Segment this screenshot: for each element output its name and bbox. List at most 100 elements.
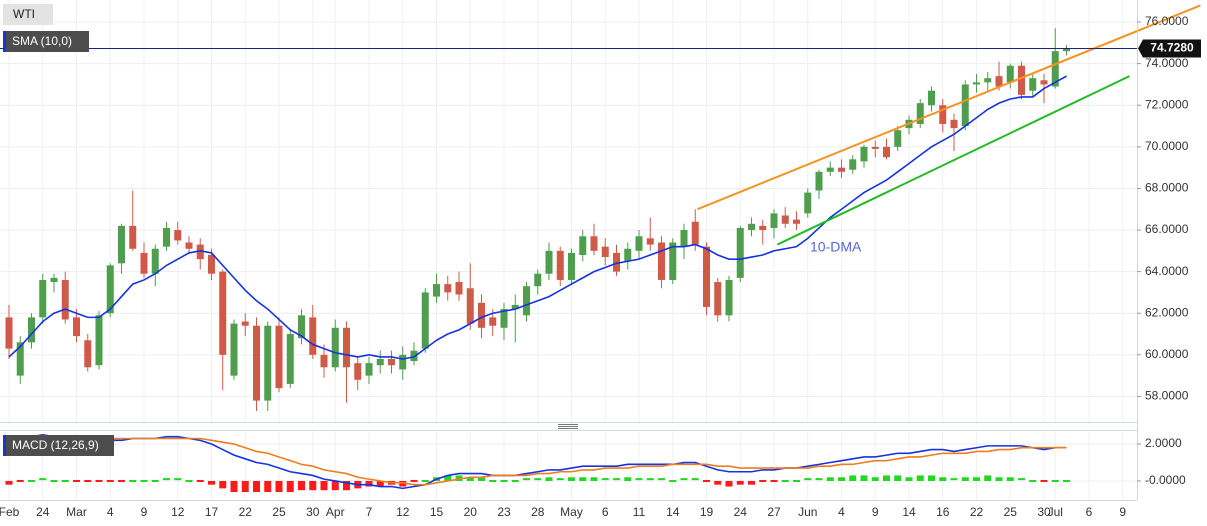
candle-body [736,227,744,278]
histogram-bar [444,475,452,481]
candle-body [939,105,947,124]
candle-body [894,130,902,147]
histogram-bar [253,480,260,493]
x-tick-label: 17 [205,505,219,519]
y-tick-label: 64.0000 [1145,264,1189,278]
candle-body [320,354,328,368]
candle-body [376,358,384,366]
histogram-bar [714,480,722,485]
candle-body [950,119,958,129]
histogram-bar [939,477,947,481]
candle-body [748,223,755,231]
candle-body [1006,65,1014,83]
histogram-bar [658,478,665,481]
histogram-bar [500,479,508,482]
candle-body [860,146,868,162]
histogram-bar [916,475,924,481]
candle-body [478,302,485,328]
legend-macd: MACD (12,26,9) [3,435,114,456]
y-tick-label: 74.0000 [1145,56,1189,70]
histogram-bar [275,480,283,493]
mark-layer [0,4,1201,493]
legend-box [3,31,89,52]
candle-body [410,350,418,362]
histogram-bar [410,479,418,482]
panel-resize-handle[interactable] [558,424,578,429]
candle-body [838,167,845,172]
x-tick-label: 7 [366,505,373,519]
y-tick-label: 58.0000 [1145,389,1189,403]
histogram-bar [613,478,620,481]
histogram-bar [838,477,845,481]
histogram-bar [849,475,857,481]
y-tick-label: 68.0000 [1145,181,1189,195]
candle-body [50,277,58,283]
histogram-bar [106,479,114,482]
annotation: 10-DMA [810,239,862,255]
x-tick-label: 22 [970,505,984,519]
y-tick-label: 62.0000 [1145,305,1189,319]
histogram-bar [579,477,587,481]
histogram-bar [196,479,204,482]
histogram-bar [725,480,733,487]
candle-body [388,358,395,366]
y-tick-label: 70.0000 [1145,139,1189,153]
histogram-bar [590,477,598,481]
candle-body [883,146,890,158]
histogram-bar [1029,479,1037,482]
x-tick-label: 30 [306,505,320,519]
candle-body [590,236,598,251]
histogram-bar [736,480,744,485]
histogram-bar [151,479,159,482]
x-tick-label: May [560,505,583,519]
candle-body [1051,51,1059,87]
histogram-bar [365,480,373,487]
candle-body [433,284,440,297]
x-tick-label: 25 [1004,505,1018,519]
histogram-bar [568,477,575,481]
candle-body [669,242,677,280]
legend-swatch [3,31,6,52]
candle-body [658,242,665,280]
histogram-bar [230,480,238,493]
candle-body [770,213,778,228]
candle-body [691,221,699,245]
histogram-bar [961,477,969,481]
histogram-bar [50,479,58,482]
histogram-bar [343,480,350,491]
x-tick-label: 6 [1086,505,1093,519]
histogram-bar [928,475,935,481]
histogram-bar [826,477,834,481]
candle-body [973,82,980,85]
candle-body [241,321,249,326]
histogram-bar [995,477,1003,481]
trend-line [697,4,1201,211]
candle-body [331,327,339,368]
candle-body [804,192,812,214]
x-tick-label: Mar [66,505,87,519]
histogram-bar [298,480,305,491]
histogram-bar [1006,477,1014,481]
histogram-bar [399,480,407,487]
candle-body [163,227,170,247]
histogram-bar [905,477,913,481]
histogram-bar [264,480,272,493]
price-box [1143,39,1201,58]
histogram-bar [185,479,193,482]
histogram-bar [286,480,294,493]
candle-body [984,78,992,83]
candle-body [568,252,575,280]
sma-line [8,75,1067,360]
histogram-bar [556,478,564,481]
x-tick-label: 9 [141,505,148,519]
candle-body [826,167,834,172]
candle-body [1018,65,1025,95]
candle-body [151,248,159,274]
histogram-bar [1040,479,1048,482]
y-tick-label: 76.0000 [1145,14,1189,28]
candle-body [815,171,823,191]
x-tick-label: 30 [1037,505,1051,519]
candle-body [781,215,789,224]
x-tick-label: 6 [602,505,609,519]
